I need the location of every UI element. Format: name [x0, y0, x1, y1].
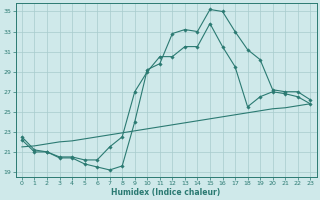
X-axis label: Humidex (Indice chaleur): Humidex (Indice chaleur) — [111, 188, 221, 197]
